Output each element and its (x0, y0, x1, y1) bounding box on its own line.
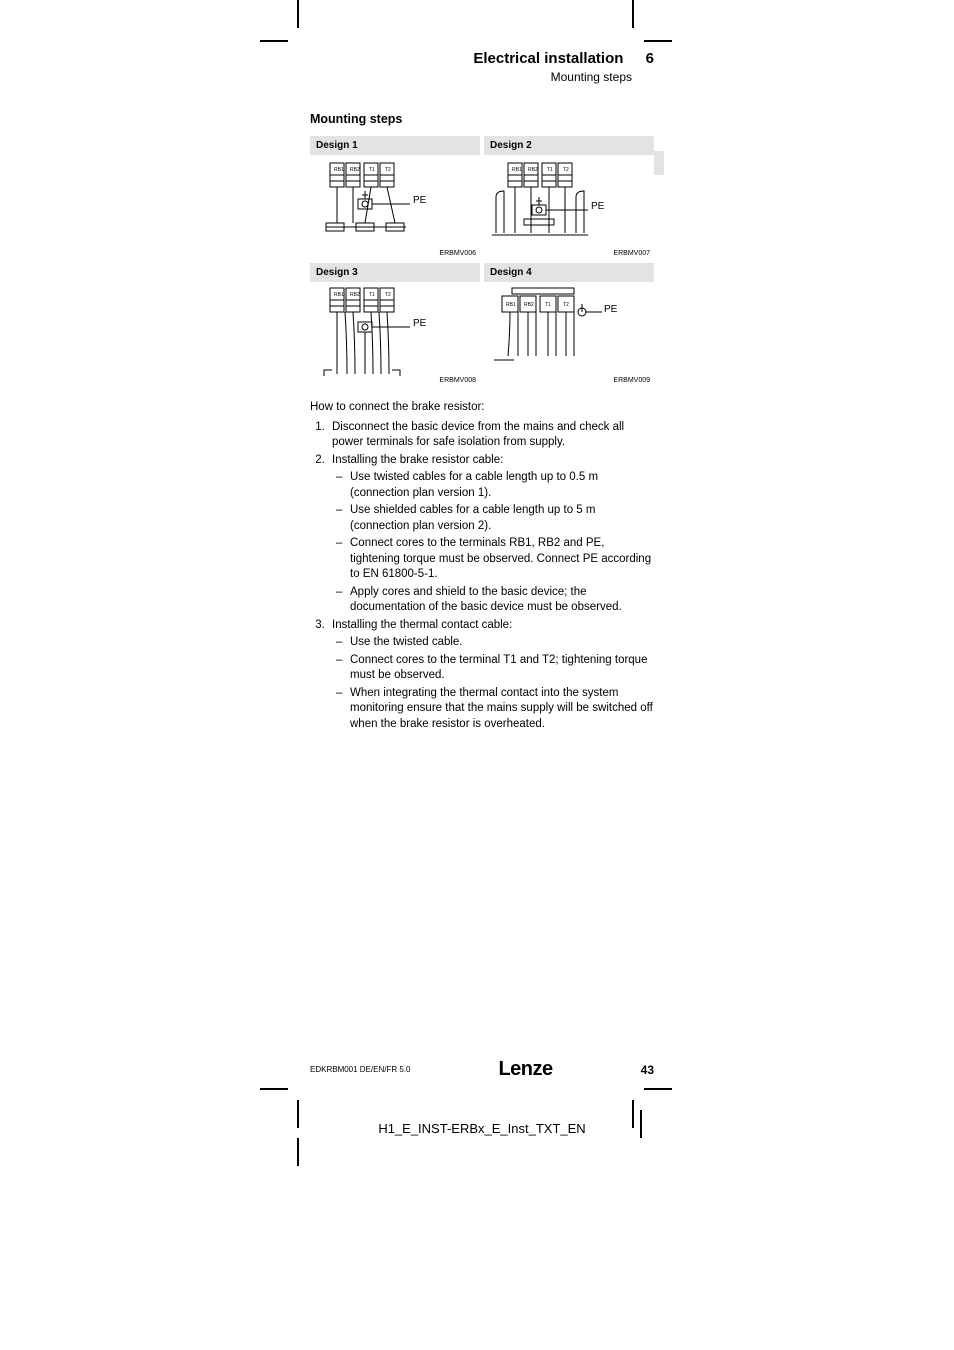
design-4-diagram: RB1 RB2 T1 T2 (484, 282, 652, 386)
svg-text:T2: T2 (563, 167, 569, 173)
design-2-pe: PE (591, 201, 604, 212)
svg-text:T1: T1 (547, 167, 553, 173)
design-3-pe: PE (413, 318, 426, 329)
design-4-pe: PE (604, 304, 617, 315)
svg-text:RB1: RB1 (512, 167, 522, 173)
svg-text:RB2: RB2 (350, 167, 360, 173)
design-1-pe: PE (413, 195, 426, 206)
header-title: Electrical installation (473, 50, 623, 67)
document-id: H1_E_INST-ERBx_E_Inst_TXT_EN (310, 1121, 654, 1136)
step-3: Installing the thermal contact cable: Us… (328, 618, 654, 733)
instructions: How to connect the brake resistor: Disco… (310, 400, 654, 732)
svg-text:RB2: RB2 (524, 302, 534, 308)
design-3-ref: ERBMV008 (439, 377, 476, 384)
design-1-ref: ERBMV006 (439, 250, 476, 257)
design-2: Design 2 RB1 RB2 T1 T2 (484, 136, 654, 259)
step-2-sub-3: Apply cores and shield to the basic devi… (336, 585, 654, 616)
step-3-sub-0: Use the twisted cable. (336, 635, 654, 651)
page-footer: EDKRBM001 DE/EN/FR 5.0 Lenze 43 (310, 1058, 654, 1081)
svg-text:RB2: RB2 (350, 292, 360, 298)
page-header: Electrical installation 6 Mounting steps (310, 50, 654, 84)
step-3-sub-2: When integrating the thermal contact int… (336, 686, 654, 733)
design-1: Design 1 RB1 RB2 T1 T2 (310, 136, 480, 259)
step-1: Disconnect the basic device from the mai… (328, 420, 654, 451)
step-3-sub-1: Connect cores to the terminal T1 and T2;… (336, 653, 654, 684)
design-1-diagram: RB1 RB2 T1 T2 (310, 155, 478, 247)
header-subtitle: Mounting steps (310, 70, 654, 84)
svg-text:RB2: RB2 (528, 167, 538, 173)
step-2-sub-1: Use shielded cables for a cable length u… (336, 503, 654, 534)
svg-text:T2: T2 (563, 302, 569, 308)
design-4-label: Design 4 (484, 263, 654, 282)
design-1-label: Design 1 (310, 136, 480, 155)
chapter-number: 6 (646, 50, 654, 67)
design-3-label: Design 3 (310, 263, 480, 282)
instructions-intro: How to connect the brake resistor: (310, 400, 654, 416)
svg-text:RB1: RB1 (506, 302, 516, 308)
step-2-sub-0: Use twisted cables for a cable length up… (336, 470, 654, 501)
svg-text:T1: T1 (369, 167, 375, 173)
design-4: Design 4 RB1 RB2 T1 T2 (484, 263, 654, 386)
svg-text:T1: T1 (545, 302, 551, 308)
design-2-label: Design 2 (484, 136, 654, 155)
footer-brand: Lenze (498, 1058, 552, 1081)
footer-docref: EDKRBM001 DE/EN/FR 5.0 (310, 1065, 410, 1074)
instructions-list: Disconnect the basic device from the mai… (328, 420, 654, 733)
design-grid: Design 1 RB1 RB2 T1 T2 (310, 136, 654, 386)
step-2-sub-2: Connect cores to the terminals RB1, RB2 … (336, 536, 654, 583)
svg-text:T2: T2 (385, 167, 391, 173)
step-2: Installing the brake resistor cable: Use… (328, 453, 654, 616)
page-content: Electrical installation 6 Mounting steps… (310, 50, 654, 734)
design-4-ref: ERBMV009 (613, 377, 650, 384)
section-title: Mounting steps (310, 112, 654, 126)
design-2-ref: ERBMV007 (613, 250, 650, 257)
svg-text:RB1: RB1 (334, 292, 344, 298)
svg-text:T1: T1 (369, 292, 375, 298)
design-3: Design 3 RB1 RB2 T1 T2 (310, 263, 480, 386)
design-3-diagram: RB1 RB2 T1 T2 (310, 282, 478, 386)
design-2-diagram: RB1 RB2 T1 T2 (484, 155, 652, 247)
svg-text:RB1: RB1 (334, 167, 344, 173)
footer-page: 43 (641, 1063, 654, 1077)
svg-text:T2: T2 (385, 292, 391, 298)
